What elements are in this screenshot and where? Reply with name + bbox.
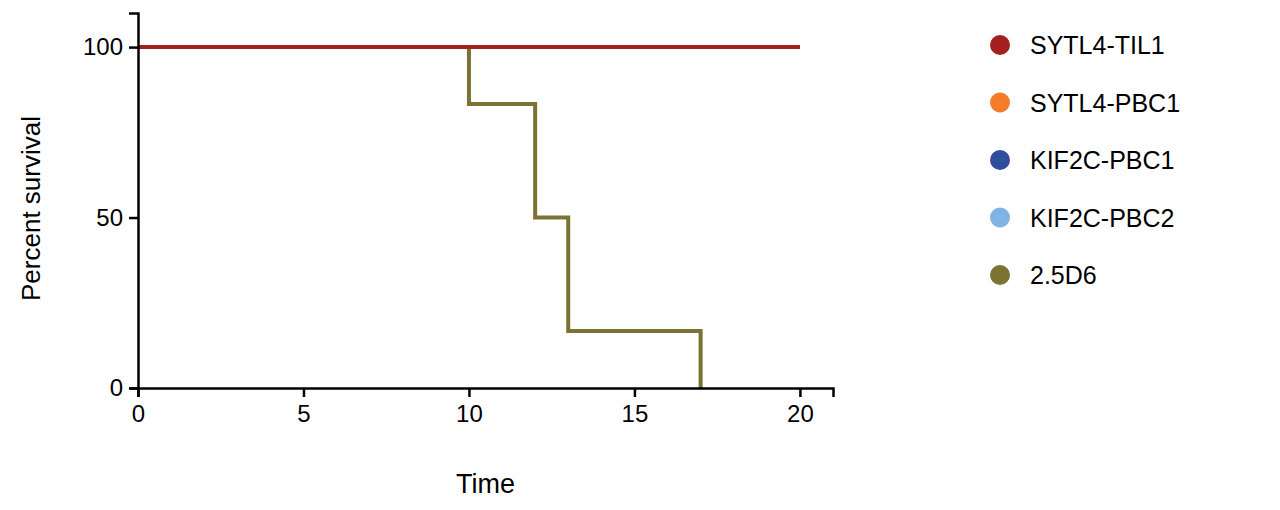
legend-item: KIF2C-PBC2 (990, 204, 1174, 232)
legend-label: SYTL4-PBC1 (1030, 89, 1180, 117)
tick: 10 (456, 388, 483, 427)
axis-line (129, 14, 139, 389)
tick-label: 10 (456, 400, 483, 427)
tick-mark (303, 388, 306, 397)
legend-swatch (990, 150, 1010, 170)
axis-line (139, 389, 834, 398)
tick-mark (129, 387, 138, 390)
tick-mark (468, 388, 471, 397)
x-axis: 0 5 10 15 20 (132, 388, 834, 427)
legend-label: KIF2C-PBC1 (1030, 146, 1174, 174)
tick-mark (799, 388, 802, 397)
series-line (138, 45, 800, 49)
legend-item: 2.5D6 (990, 261, 1097, 289)
tick-mark (129, 46, 138, 49)
legend-swatch (990, 93, 1010, 113)
x-axis-title: Time (456, 469, 515, 499)
chart: 0 5 10 15 20 0 50 100 Time Percent survival SYTL4-… (0, 0, 1280, 510)
tick: 0 (132, 388, 145, 427)
series-line (138, 47, 701, 388)
tick: 5 (297, 388, 310, 427)
legend-label: SYTL4-TIL1 (1030, 31, 1165, 59)
legend-item: SYTL4-TIL1 (990, 31, 1165, 59)
tick-mark (129, 217, 138, 220)
tick-label: 0 (132, 400, 145, 427)
tick-label: 0 (110, 374, 123, 401)
legend-label: 2.5D6 (1030, 261, 1097, 289)
legend-swatch (990, 35, 1010, 55)
tick-label: 100 (83, 33, 123, 60)
series-line (138, 45, 800, 49)
tick-label: 15 (622, 400, 649, 427)
plot-area (138, 47, 800, 388)
tick-mark (634, 388, 637, 397)
legend: SYTL4-TIL1 SYTL4-PBC1 KIF2C-PBC1 KIF2C-PBC2… (990, 31, 1180, 289)
y-axis: 0 50 100 (83, 14, 139, 402)
legend-label: KIF2C-PBC2 (1030, 204, 1174, 232)
tick-label: 50 (96, 204, 123, 231)
series-line (138, 45, 800, 49)
legend-item: SYTL4-PBC1 (990, 89, 1180, 117)
tick: 100 (83, 33, 138, 60)
legend-item: KIF2C-PBC1 (990, 146, 1174, 174)
tick: 15 (622, 388, 649, 427)
tick: 50 (96, 204, 138, 231)
tick-label: 5 (297, 400, 310, 427)
tick: 20 (787, 388, 814, 427)
tick: 0 (110, 374, 138, 401)
tick-label: 20 (787, 400, 814, 427)
legend-swatch (990, 265, 1010, 285)
legend-swatch (990, 208, 1010, 228)
y-axis-title: Percent survival (16, 116, 46, 301)
series-line (138, 45, 800, 49)
